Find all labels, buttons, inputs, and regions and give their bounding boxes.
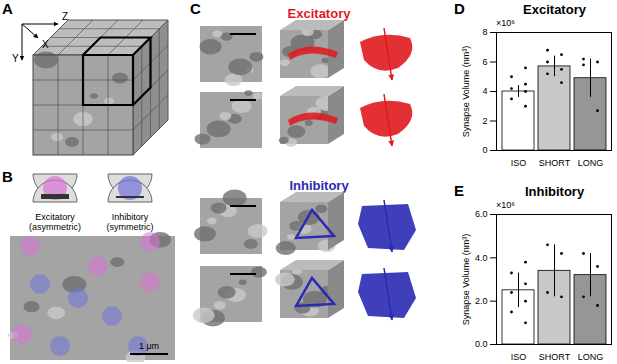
- svg-text:ISO: ISO: [511, 158, 527, 168]
- svg-text:2.0: 2.0: [475, 296, 488, 306]
- html-text:C: C: [190, 0, 201, 17]
- svg-text:4.0: 4.0: [475, 253, 488, 263]
- svg-text:8: 8: [482, 27, 487, 37]
- svg-text:6.0: 6.0: [475, 209, 488, 219]
- svg-text:ISO: ISO: [511, 352, 527, 362]
- svg-text:LONG: LONG: [578, 158, 604, 168]
- svg-text:X: X: [42, 39, 49, 50]
- svg-text:Inhibitory: Inhibitory: [289, 178, 349, 193]
- svg-text:6: 6: [482, 57, 487, 67]
- html-text:Inhibitory: Inhibitory: [524, 184, 585, 199]
- svg-text:Z: Z: [62, 11, 68, 22]
- svg-text:Excitatory: Excitatory: [35, 212, 75, 222]
- html-text:E: E: [454, 182, 464, 199]
- svg-text:Synapse Volume (nm³): Synapse Volume (nm³): [461, 234, 471, 326]
- html-text:D: D: [454, 0, 465, 17]
- svg-text:LONG: LONG: [578, 352, 604, 362]
- svg-text:(asymmetric): (asymmetric): [29, 222, 81, 232]
- svg-text:Y: Y: [12, 53, 19, 64]
- svg-text:(symmetric): (symmetric): [107, 222, 154, 232]
- svg-text:Synapse Volume (nm³): Synapse Volume (nm³): [461, 46, 471, 138]
- html-text:×10⁶: ×10⁶: [496, 18, 515, 28]
- svg-text:Excitatory: Excitatory: [288, 6, 352, 21]
- html-text:Excitatory: Excitatory: [523, 2, 586, 17]
- html-text:×10⁶: ×10⁶: [496, 200, 515, 210]
- svg-text:1 μm: 1 μm: [139, 341, 159, 351]
- html-text:A: A: [2, 0, 13, 17]
- svg-text:4: 4: [482, 86, 487, 96]
- html-text:B: B: [2, 168, 13, 185]
- svg-text:SHORT: SHORT: [539, 352, 571, 362]
- svg-text:0.0: 0.0: [475, 339, 488, 349]
- svg-text:Inhibitory: Inhibitory: [112, 212, 149, 222]
- svg-text:SHORT: SHORT: [539, 158, 571, 168]
- svg-text:2: 2: [482, 116, 487, 126]
- svg-text:0: 0: [482, 145, 487, 155]
